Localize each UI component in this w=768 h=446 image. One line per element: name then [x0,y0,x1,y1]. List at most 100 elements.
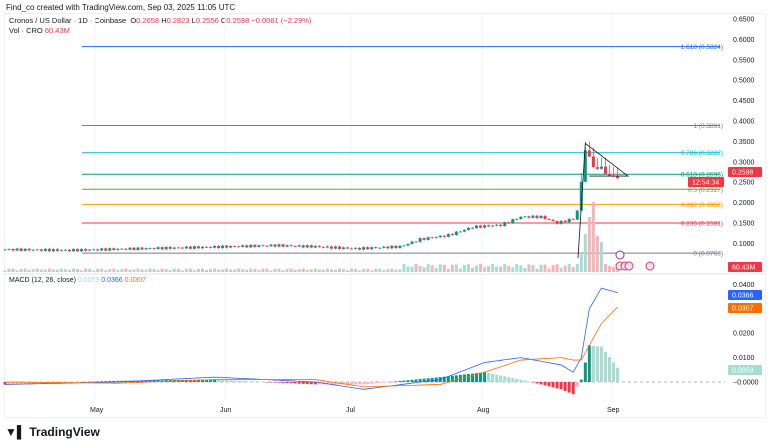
candle-body [253,244,257,247]
volume-bar [273,268,277,272]
volume-bar [422,267,426,272]
macd-histogram-bar [527,381,531,383]
volume-bar [257,270,261,272]
volume-bar [164,269,168,272]
candle-body [184,246,188,249]
macd-histogram-bar [80,381,84,383]
candle-body [475,225,479,229]
volume-bar [511,267,515,272]
candle-body [362,247,366,250]
volume-bar [438,264,442,272]
price-axis-label: 0.4500 [733,98,755,105]
volume-bar [591,202,595,272]
price-axis-label: 0.2000 [733,200,755,207]
candle-body [430,237,434,239]
macd-histogram-bar [551,382,555,388]
candle-body [205,246,208,248]
macd-histogram-bar [112,380,116,382]
macd-histogram-bar [31,382,35,384]
volume-bar [156,269,160,272]
macd-histogram-bar [446,376,450,382]
volume-bar [92,270,96,272]
candle-body [196,246,200,249]
volume-bar [491,264,495,272]
macd-histogram-bar [563,382,567,391]
candle-body [410,241,414,244]
candle-body [487,225,491,227]
volume-bar [426,264,430,272]
macd-histogram-bar [608,357,611,382]
macd-histogram-bar [342,382,346,385]
candle-body [237,246,241,248]
close-value: 0.2598 [226,16,250,25]
volume-bar [608,266,611,272]
volume-bar [362,268,366,272]
candle-body [507,222,511,224]
candle-body [595,167,599,169]
candle-body [434,237,438,238]
macd-histogram-bar [333,382,337,385]
candle-body [511,219,515,223]
candle-body [414,241,418,243]
high-label: H [161,16,167,25]
volume-bar [188,268,192,272]
candle-body [418,238,422,242]
macd-tag-text: 0.0366 [732,293,754,300]
fib-level-label: 0 (0.0763) [693,251,723,258]
volume-label[interactable]: Vol · CRO [9,25,43,35]
candle-body [535,215,539,219]
macd-histogram-bar [346,382,350,385]
volume-bar [152,269,156,272]
close-label: C [220,16,227,25]
candle-body [350,248,354,250]
volume-bar [358,270,362,272]
macd-histogram-bar [265,382,269,383]
macd-histogram-bar [462,374,466,382]
candle-body [245,245,249,248]
candle-body [96,249,100,251]
candle-body [527,216,531,218]
volume-bar [205,269,208,272]
macd-histogram-bar [96,381,100,382]
volume-bar [19,268,23,272]
volume-bar [128,269,132,272]
candle-body [265,245,269,247]
volume-bar [418,265,422,272]
volume-bar [595,236,599,272]
macd-histogram-bar [612,362,616,382]
volume-bar [301,268,305,272]
fib-level-label: 0.382 (0.1958) [681,202,723,209]
macd-histogram-bar [325,382,329,385]
candle-body [426,237,430,240]
candle-body [160,247,164,250]
volume-bar [559,267,563,272]
candle-body [450,234,454,236]
volume-bar [543,264,547,272]
volume-bar [7,268,11,272]
macd-histogram-bar [229,380,233,382]
volume-bar [466,264,470,272]
macd-histogram-bar [378,382,382,383]
volume-bar [136,268,140,272]
macd-histogram-bar [454,375,458,382]
chart-frame[interactable] [4,13,766,418]
macd-histogram-bar [406,380,410,382]
volume-bar [507,265,511,272]
macd-histogram-bar [108,381,112,382]
macd-histogram-bar [233,380,237,382]
macd-histogram-bar [354,382,358,385]
macd-tag [728,290,762,300]
volume-bar [88,268,92,272]
macd-histogram-bar [67,382,71,383]
volume-bar [430,265,434,272]
volume-bar [55,269,59,272]
candle-body [120,248,124,250]
macd-histogram-bar [120,380,124,382]
volume-bar [124,268,128,272]
price-axis-label: 0.4000 [733,119,755,126]
macd-legend[interactable]: MACD (12, 26, close) 0.0059 0.0366 0.030… [9,277,146,284]
symbol-name[interactable]: Cronos / US Dollar · 1D · Coinbase [9,16,127,25]
macd-histogram-bar [487,373,491,382]
macd-histogram-bar [394,381,398,382]
